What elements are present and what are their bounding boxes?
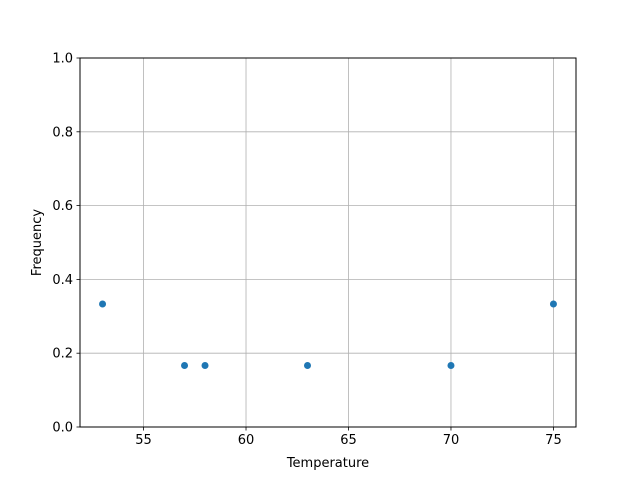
x-tick-label: 65 <box>340 433 357 448</box>
x-tick-label: 75 <box>545 433 562 448</box>
x-tick-label: 60 <box>238 433 255 448</box>
data-point <box>447 361 455 369</box>
x-tick-label: 55 <box>135 433 152 448</box>
data-point <box>201 361 209 369</box>
y-tick-label: 0.0 <box>52 421 73 436</box>
x-axis-ticks: 55 60 65 70 75 <box>135 427 562 448</box>
data-point <box>99 300 107 308</box>
axes-frame <box>79 57 577 428</box>
grid <box>80 57 576 428</box>
data-point <box>181 361 189 369</box>
y-tick-label: 0.2 <box>52 347 73 362</box>
y-tick-label: 0.8 <box>52 125 73 140</box>
data-point <box>304 361 312 369</box>
y-tick-label: 0.4 <box>52 273 73 288</box>
data-points <box>99 300 557 369</box>
y-axis-ticks: 0.0 0.2 0.4 0.6 0.8 1.0 <box>52 52 80 436</box>
y-tick-label: 0.6 <box>52 199 73 214</box>
x-axis-label: Temperature <box>286 456 369 471</box>
data-point <box>549 300 557 308</box>
y-tick-label: 1.0 <box>52 52 73 67</box>
x-tick-label: 70 <box>443 433 460 448</box>
y-axis-label: Frequency <box>30 209 45 276</box>
